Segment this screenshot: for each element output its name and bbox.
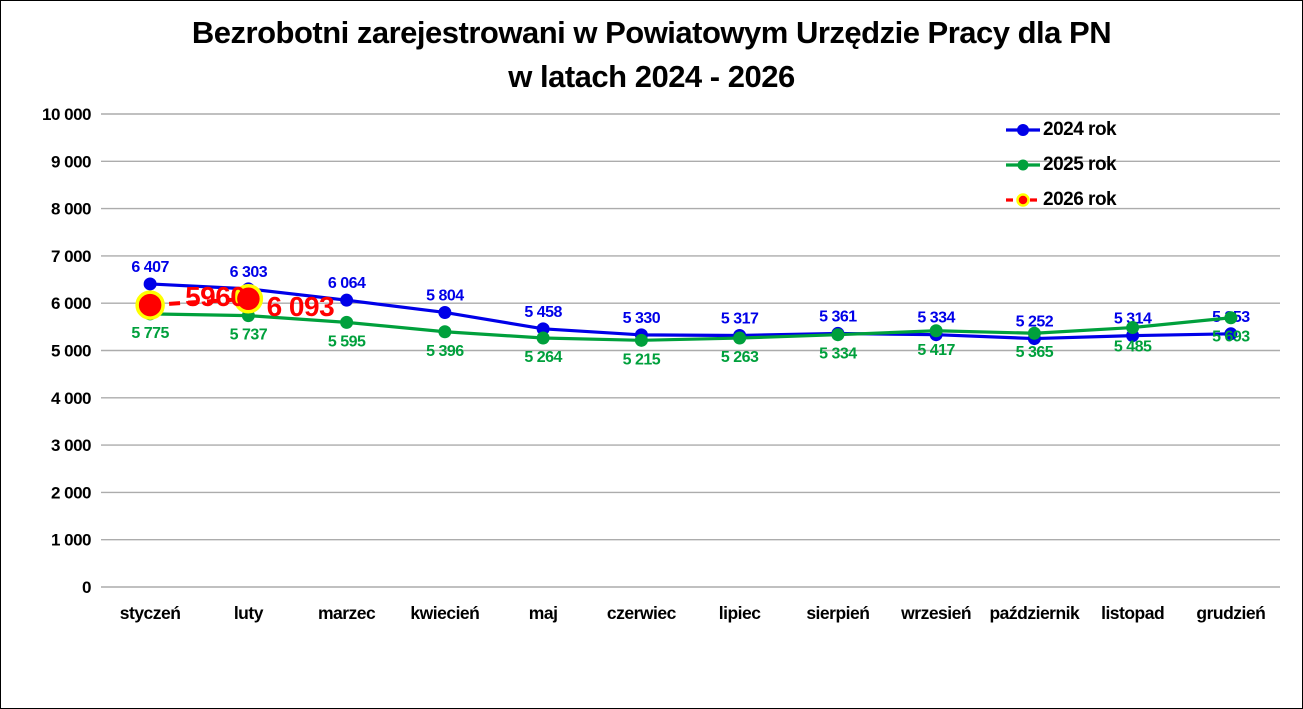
x-axis-tick-label: październik: [989, 603, 1080, 623]
data-label: 5 458: [524, 304, 562, 321]
data-point-2025-rok: [1027, 326, 1041, 340]
data-label: 5 396: [426, 343, 464, 360]
x-axis-tick-label: marzec: [318, 603, 376, 623]
x-axis-tick-label: kwiecień: [410, 603, 479, 623]
data-point-2026-rok: [135, 290, 165, 320]
data-label-highlight: 6 093: [267, 291, 335, 322]
data-label: 5 334: [819, 346, 857, 363]
data-label: 6 303: [230, 264, 268, 281]
y-axis-tick-label: 9 000: [51, 152, 91, 171]
data-label: 5 314: [1114, 311, 1152, 328]
data-label: 5 365: [1016, 344, 1054, 361]
chart-title-line1: Bezrobotni zarejestrowani w Powiatowym U…: [191, 15, 1112, 50]
data-point-2024-rok: [536, 322, 550, 336]
data-point-2025-rok: [1224, 311, 1238, 325]
data-point-2025-rok: [929, 324, 943, 338]
data-label: 5 215: [623, 351, 661, 368]
legend-item-2025: 2025 rok: [1005, 147, 1225, 182]
data-label: 5 417: [917, 342, 955, 359]
legend-item-2026: 2026 rok: [1005, 182, 1225, 217]
data-label: 5 693: [1212, 329, 1250, 346]
data-label: 5 263: [721, 349, 759, 366]
y-axis-tick-label: 5 000: [51, 342, 91, 361]
x-axis-tick-label: maj: [529, 603, 558, 623]
chart-title-line2: w latach 2024 - 2026: [508, 59, 795, 94]
data-label: 5 485: [1114, 339, 1152, 356]
data-label: 6 407: [131, 259, 169, 276]
legend-label-2026: 2026 rok: [1043, 188, 1117, 210]
data-label: 5 595: [328, 333, 366, 350]
data-point-2025-rok: [438, 325, 452, 339]
chart-legend: 2024 rok 2025 rok 2026 rok: [1005, 112, 1225, 217]
series-line-2025-rok: [150, 312, 1232, 342]
data-point-2024-rok: [340, 293, 354, 307]
data-label: 5 264: [524, 349, 562, 366]
data-label: 5 252: [1016, 314, 1054, 331]
data-label: 6 064: [328, 275, 366, 292]
legend-item-2024: 2024 rok: [1005, 112, 1225, 147]
y-axis-tick-label: 1 000: [51, 531, 91, 550]
x-axis-tick-label: listopad: [1101, 603, 1164, 623]
x-axis-tick-label: sierpień: [806, 603, 869, 623]
y-axis-tick-label: 4 000: [51, 389, 91, 408]
data-label: 5 361: [819, 308, 857, 325]
data-label: 5 330: [623, 310, 661, 327]
data-point-2025-rok: [634, 333, 648, 347]
data-point-2025-rok: [733, 331, 747, 345]
data-label: 5 737: [230, 327, 268, 344]
data-point-2024-rok: [143, 277, 157, 291]
y-axis-tick-label: 10 000: [42, 105, 91, 124]
chart-title: Bezrobotni zarejestrowani w Powiatowym U…: [1, 11, 1302, 99]
data-point-2024-rok: [1224, 327, 1238, 341]
y-axis-tick-label: 0: [82, 578, 91, 597]
data-point-2024-rok: [438, 305, 452, 319]
legend-dashed-line-marker-icon: [1006, 192, 1040, 207]
y-axis-tick-label: 7 000: [51, 247, 91, 266]
x-axis-tick-label: styczeń: [120, 603, 181, 623]
data-point-2025-rok: [536, 331, 550, 345]
legend-line-marker-icon: [1006, 159, 1040, 170]
data-label: 5 775: [131, 325, 169, 342]
y-axis-tick-label: 2 000: [51, 483, 91, 502]
legend-line-marker-icon: [1006, 123, 1040, 136]
data-point-2025-rok: [340, 315, 354, 329]
data-point-2026-rok: [233, 284, 264, 314]
series-line-2024-rok: [150, 282, 1231, 341]
data-label: 5 334: [917, 310, 955, 327]
data-label: 5 804: [426, 287, 464, 304]
data-label: 5 317: [721, 311, 759, 328]
x-axis-tick-label: luty: [234, 603, 264, 623]
data-label-highlight: 5960: [185, 281, 245, 312]
data-point-2025-rok: [1126, 321, 1140, 335]
series-line-2026-rok: [149, 296, 249, 308]
y-axis-tick-label: 8 000: [51, 200, 91, 219]
x-axis-tick-label: grudzień: [1196, 603, 1265, 623]
data-point-2025-rok: [831, 328, 845, 342]
legend-label-2024: 2024 rok: [1043, 118, 1117, 140]
y-axis-tick-label: 6 000: [51, 294, 91, 313]
y-axis-tick-label: 3 000: [51, 436, 91, 455]
x-axis-tick-label: czerwiec: [607, 603, 677, 623]
x-axis-tick-label: wrzesień: [900, 603, 971, 623]
legend-label-2025: 2025 rok: [1043, 153, 1117, 175]
x-axis-tick-label: lipiec: [719, 603, 762, 623]
